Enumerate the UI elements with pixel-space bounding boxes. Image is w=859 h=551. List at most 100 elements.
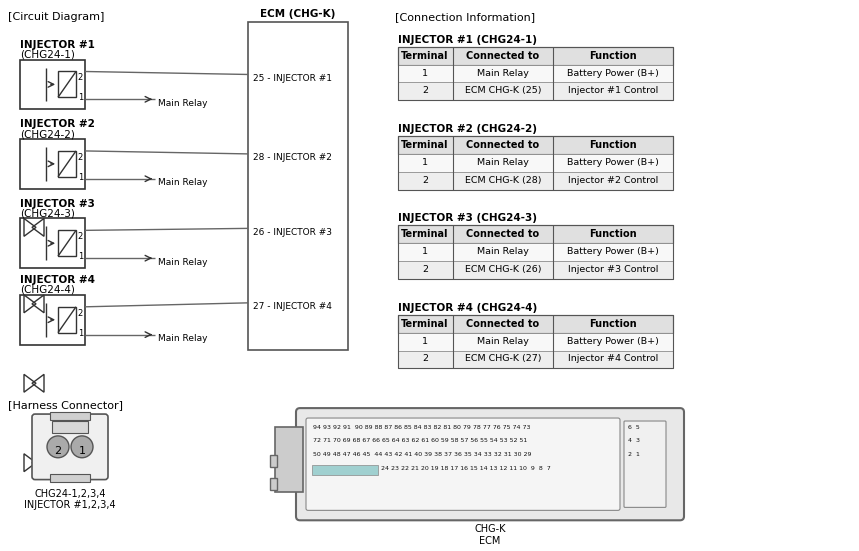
Bar [398,225,673,244]
Bar [398,315,673,369]
Text: INJECTOR #1: INJECTOR #1 [20,40,94,50]
Text: 1: 1 [78,93,83,102]
Bar [50,412,90,420]
Bar [398,64,673,83]
Text: ECM CHG-K (28): ECM CHG-K (28) [465,176,541,185]
Text: CHG-K
ECM: CHG-K ECM [474,524,506,546]
Text: 2: 2 [78,153,83,162]
Text: INJECTOR #2 (CHG24-2): INJECTOR #2 (CHG24-2) [398,124,537,134]
Text: ECM (CHG-K): ECM (CHG-K) [260,9,336,19]
Text: 26 - INJECTOR #3: 26 - INJECTOR #3 [253,228,332,237]
Text: 1: 1 [422,337,428,345]
FancyBboxPatch shape [32,414,108,479]
Text: Main Relay: Main Relay [158,258,208,267]
Bar [52,421,88,433]
Text: Terminal: Terminal [401,229,448,239]
Text: CHG24-1,2,3,4
INJECTOR #1,2,3,4: CHG24-1,2,3,4 INJECTOR #1,2,3,4 [24,489,116,510]
Text: 6  5: 6 5 [628,425,640,430]
Bar [398,225,673,279]
Text: 2: 2 [422,87,428,95]
Text: Function: Function [589,318,637,329]
Text: Main Relay: Main Relay [477,158,529,167]
Text: Main Relay: Main Relay [477,247,529,256]
Text: (CHG24-1): (CHG24-1) [20,50,75,60]
Circle shape [71,436,93,458]
FancyBboxPatch shape [296,408,684,520]
Text: 2  1: 2 1 [628,452,640,457]
Text: 27 - INJECTOR #4: 27 - INJECTOR #4 [253,302,332,311]
Text: Main Relay: Main Relay [158,99,208,108]
Text: Terminal: Terminal [401,51,448,61]
Text: Main Relay: Main Relay [158,178,208,187]
Bar [398,47,673,64]
Text: 28 27 26 25: 28 27 26 25 [313,466,350,471]
Text: [Harness Connector]: [Harness Connector] [8,400,123,410]
Bar [20,218,85,268]
Bar [398,350,673,369]
Text: 1: 1 [78,173,83,182]
Text: Terminal: Terminal [401,318,448,329]
Text: Connected to: Connected to [466,318,539,329]
Text: 1: 1 [422,158,428,167]
Bar [50,474,90,482]
Text: Battery Power (B+): Battery Power (B+) [567,68,659,78]
Text: 94 93 92 91  90 89 88 87 86 85 84 83 82 81 80 79 78 77 76 75 74 73: 94 93 92 91 90 89 88 87 86 85 84 83 82 8… [313,425,531,430]
Text: INJECTOR #4 (CHG24-4): INJECTOR #4 (CHG24-4) [398,303,537,313]
Text: INJECTOR #3: INJECTOR #3 [20,198,94,209]
Bar [58,307,76,333]
Text: 2: 2 [422,265,428,274]
Text: Battery Power (B+): Battery Power (B+) [567,247,659,256]
Text: 2: 2 [422,176,428,185]
Text: Main Relay: Main Relay [477,337,529,345]
Bar [270,455,277,467]
Text: INJECTOR #4: INJECTOR #4 [20,275,95,285]
Bar [275,427,303,491]
Text: 72 71 70 69 68 67 66 65 64 63 62 61 60 59 58 57 56 55 54 53 52 51: 72 71 70 69 68 67 66 65 64 63 62 61 60 5… [313,438,527,443]
Text: 1: 1 [422,68,428,78]
Bar [398,136,673,190]
Bar [20,295,85,344]
Text: ECM CHG-K (26): ECM CHG-K (26) [465,265,541,274]
Text: INJECTOR #2: INJECTOR #2 [20,119,94,129]
Text: INJECTOR #3 (CHG24-3): INJECTOR #3 (CHG24-3) [398,213,537,224]
Bar [20,60,85,109]
Text: Injector #4 Control: Injector #4 Control [568,354,658,364]
Text: 2: 2 [78,73,83,83]
Bar [398,261,673,279]
Text: (CHG24-3): (CHG24-3) [20,208,75,219]
Bar [398,83,673,100]
Bar [398,172,673,190]
Bar [20,139,85,188]
Text: ECM CHG-K (25): ECM CHG-K (25) [465,87,541,95]
Text: Function: Function [589,140,637,150]
Text: Injector #2 Control: Injector #2 Control [568,176,658,185]
Bar [398,47,673,100]
Text: (CHG24-2): (CHG24-2) [20,129,75,139]
Text: 1: 1 [78,446,86,456]
Bar [270,478,277,489]
Circle shape [47,436,69,458]
Text: Connected to: Connected to [466,51,539,61]
Text: Battery Power (B+): Battery Power (B+) [567,158,659,167]
Text: 2: 2 [422,354,428,364]
Text: Main Relay: Main Relay [477,68,529,78]
Text: Connected to: Connected to [466,229,539,239]
Bar [398,154,673,172]
Text: (CHG24-4): (CHG24-4) [20,285,75,295]
Text: 1: 1 [78,328,83,338]
Bar [248,22,348,349]
Bar [58,151,76,177]
Text: Function: Function [589,229,637,239]
Bar [398,315,673,333]
Text: 2: 2 [54,446,62,456]
Text: Main Relay: Main Relay [158,334,208,343]
Text: INJECTOR #1 (CHG24-1): INJECTOR #1 (CHG24-1) [398,35,537,45]
FancyBboxPatch shape [306,418,620,510]
Bar [398,136,673,154]
Bar [398,244,673,261]
Text: Terminal: Terminal [401,140,448,150]
Text: 50 49 48 47 46 45  44 43 42 41 40 39 38 37 36 35 34 33 32 31 30 29: 50 49 48 47 46 45 44 43 42 41 40 39 38 3… [313,452,532,457]
Text: 1: 1 [78,252,83,261]
Text: 28 - INJECTOR #2: 28 - INJECTOR #2 [253,153,332,163]
Text: Function: Function [589,51,637,61]
